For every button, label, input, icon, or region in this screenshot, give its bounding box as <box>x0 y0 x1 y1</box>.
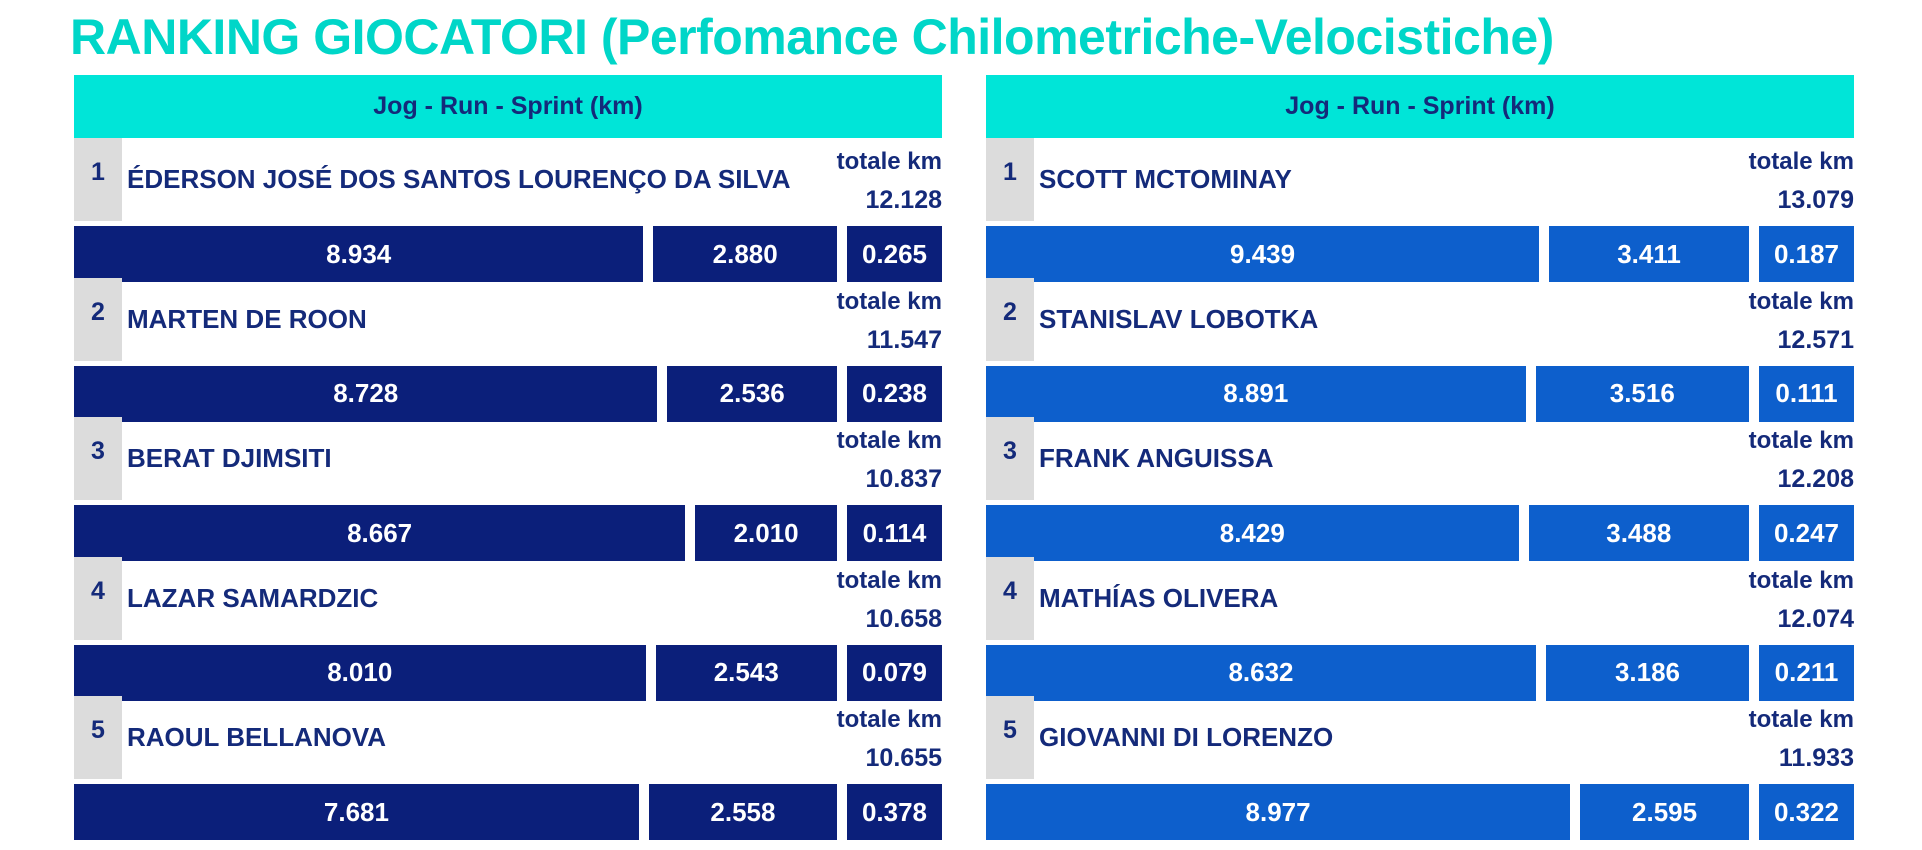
sprint-bar: 0.114 <box>847 505 942 561</box>
player-name: SCOTT MCTOMINAY <box>1039 164 1292 194</box>
jog-bar: 8.728 <box>74 365 658 422</box>
total-label: totale km <box>836 287 942 315</box>
rank-number: 1 <box>74 138 122 221</box>
stacked-bar: 9.439 3.411 0.187 <box>986 226 1854 282</box>
run-bar: 2.536 <box>667 365 837 422</box>
stacked-bar: 8.010 2.543 0.079 <box>74 644 942 701</box>
panel-right: Jog - Run - Sprint (km) 1 SCOTT MCTOMINAY… <box>986 75 1854 840</box>
total-km-value: 12.208 <box>1777 465 1854 493</box>
run-bar: 3.186 <box>1545 644 1749 701</box>
stacked-bar: 8.429 3.488 0.247 <box>986 505 1854 561</box>
player-list: 1 ÉDERSON JOSÉ DOS SANTOS LOURENÇO DA SIL… <box>74 138 942 840</box>
total-km-value: 11.933 <box>1778 744 1854 772</box>
sprint-bar: 0.111 <box>1759 365 1854 422</box>
jog-bar: 8.010 <box>74 644 646 701</box>
player-list: 1 SCOTT MCTOMINAY totale km 13.079 9.439 3.41… <box>986 138 1854 840</box>
player-row: 5 RAOUL BELLANOVA totale km 10.655 7.681 2.55… <box>74 696 942 840</box>
player-name: GIOVANNI DI LORENZO <box>1039 722 1334 752</box>
stacked-bar: 8.934 2.880 0.265 <box>74 226 942 282</box>
sprint-bar: 0.079 <box>847 644 942 701</box>
stacked-bar: 7.681 2.558 0.378 <box>74 784 942 840</box>
run-bar: 2.543 <box>655 644 837 701</box>
rank-number: 1 <box>986 138 1034 221</box>
player-row: 1 ÉDERSON JOSÉ DOS SANTOS LOURENÇO DA SIL… <box>74 138 942 282</box>
total-label: totale km <box>836 566 942 594</box>
total-km-value: 10.658 <box>865 604 942 633</box>
sprint-bar: 0.378 <box>847 784 942 840</box>
total-km-value: 10.655 <box>865 744 942 772</box>
sprint-bar: 0.238 <box>847 365 942 422</box>
run-bar: 3.488 <box>1528 505 1749 561</box>
sprint-bar: 0.187 <box>1759 226 1854 282</box>
run-bar: 2.595 <box>1580 784 1749 840</box>
player-name: BERAT DJIMSITI <box>127 443 332 473</box>
player-name: STANISLAV LOBOTKA <box>1039 303 1319 334</box>
stacked-bar: 8.891 3.516 0.111 <box>986 365 1854 422</box>
total-label: totale km <box>1748 427 1854 454</box>
player-row: 4 MATHÍAS OLIVERA totale km 12.074 8.632 3.18… <box>986 556 1854 701</box>
panel-left: Jog - Run - Sprint (km) 1 ÉDERSON JOSÉ DO… <box>74 75 942 840</box>
total-km-value: 12.128 <box>865 186 942 214</box>
stacked-bar: 8.977 2.595 0.322 <box>986 784 1854 840</box>
page-title: RANKING GIOCATORI (Perfomance Chilometri… <box>70 9 1554 65</box>
jog-bar: 7.681 <box>74 784 639 840</box>
jog-bar: 8.891 <box>986 365 1526 422</box>
total-label: totale km <box>836 148 942 175</box>
player-name: MATHÍAS OLIVERA <box>1039 582 1279 613</box>
player-row: 2 MARTEN DE ROON totale km 11.547 8.728 2.536… <box>74 277 942 422</box>
player-row: 4 LAZAR SAMARDZIC totale km 10.658 8.010 2.54… <box>74 556 942 701</box>
rank-number: 4 <box>986 556 1034 640</box>
rank-number: 3 <box>74 417 122 500</box>
total-km-value: 12.074 <box>1777 604 1854 633</box>
run-bar: 2.880 <box>653 226 837 282</box>
jog-bar: 8.429 <box>986 505 1519 561</box>
run-bar: 3.516 <box>1535 365 1749 422</box>
jog-bar: 8.667 <box>74 505 686 561</box>
jog-bar: 8.632 <box>986 644 1536 701</box>
run-bar: 2.010 <box>695 505 837 561</box>
total-label: totale km <box>1748 287 1854 315</box>
player-row: 3 FRANK ANGUISSA totale km 12.208 8.429 3.488… <box>986 417 1854 561</box>
player-row: 2 STANISLAV LOBOTKA totale km 12.571 8.891 3.… <box>986 277 1854 422</box>
total-label: totale km <box>1748 706 1854 733</box>
sprint-bar: 0.247 <box>1759 505 1854 561</box>
rank-number: 3 <box>986 417 1034 500</box>
stacked-bar: 8.632 3.186 0.211 <box>986 644 1854 701</box>
jog-bar: 9.439 <box>986 226 1540 282</box>
jog-bar: 8.977 <box>986 784 1571 840</box>
sprint-bar: 0.211 <box>1759 644 1854 701</box>
player-name: ÉDERSON JOSÉ DOS SANTOS LOURENÇO DA SILV… <box>127 164 791 194</box>
total-km-value: 13.079 <box>1777 186 1854 214</box>
total-label: totale km <box>836 427 942 454</box>
sprint-bar: 0.322 <box>1759 784 1854 840</box>
rank-number: 2 <box>74 277 122 361</box>
panel-header: Jog - Run - Sprint (km) <box>986 75 1854 138</box>
rank-number: 4 <box>74 556 122 640</box>
rank-number: 2 <box>986 277 1034 361</box>
run-bar: 2.558 <box>648 784 837 840</box>
player-name: FRANK ANGUISSA <box>1039 443 1274 473</box>
player-name: LAZAR SAMARDZIC <box>127 582 379 613</box>
total-label: totale km <box>836 706 942 733</box>
player-name: RAOUL BELLANOVA <box>127 722 387 752</box>
run-bar: 3.411 <box>1549 226 1749 282</box>
sprint-bar: 0.265 <box>847 226 942 282</box>
player-name: MARTEN DE ROON <box>127 303 367 334</box>
total-label: totale km <box>1748 566 1854 594</box>
total-km-value: 10.837 <box>865 465 942 493</box>
panel-header: Jog - Run - Sprint (km) <box>74 75 942 138</box>
rank-number: 5 <box>986 696 1034 779</box>
jog-bar: 8.934 <box>74 226 644 282</box>
total-label: totale km <box>1748 148 1854 175</box>
total-km-value: 11.547 <box>866 325 942 354</box>
player-row: 3 BERAT DJIMSITI totale km 10.837 8.667 2.010… <box>74 417 942 561</box>
player-row: 1 SCOTT MCTOMINAY totale km 13.079 9.439 3.41… <box>986 138 1854 282</box>
stacked-bar: 8.728 2.536 0.238 <box>74 365 942 422</box>
stacked-bar: 8.667 2.010 0.114 <box>74 505 942 561</box>
total-km-value: 12.571 <box>1777 325 1854 354</box>
rank-number: 5 <box>74 696 122 779</box>
player-row: 5 GIOVANNI DI LORENZO totale km 11.933 8.977… <box>986 696 1854 840</box>
